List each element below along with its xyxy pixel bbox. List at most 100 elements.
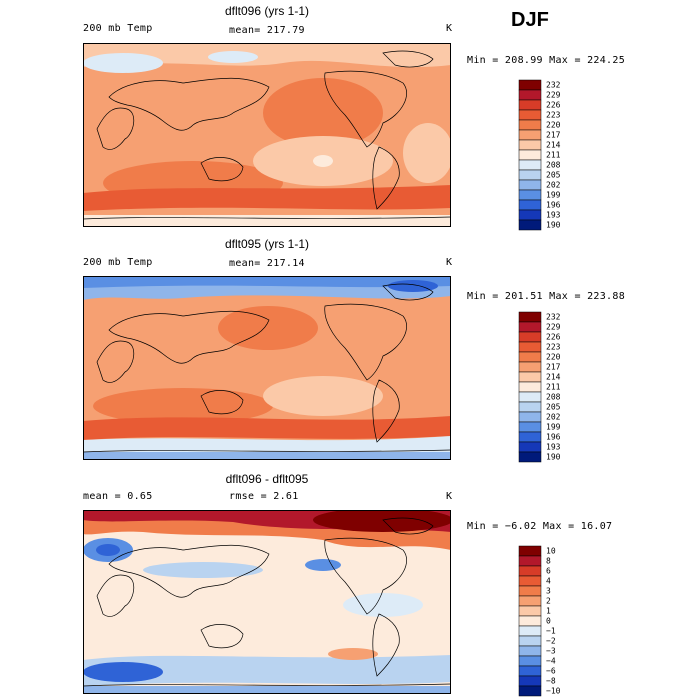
colorbar-swatch — [518, 401, 542, 413]
panel-2-units: K — [446, 257, 453, 268]
colorbar-swatch — [518, 391, 542, 403]
colorbar-tick-label: −3 — [546, 647, 556, 656]
colorbar-tick-label: 205 — [546, 171, 561, 180]
colorbar-tick-label: 217 — [546, 131, 561, 140]
coastline — [324, 537, 407, 615]
colorbar-swatch — [518, 149, 542, 161]
colorbar-tick-label: 214 — [546, 373, 561, 382]
colorbar-tick-label: 196 — [546, 201, 561, 210]
panel-2-mean: mean= 217.14 — [229, 258, 305, 269]
colorbar-tick-label: 205 — [546, 403, 561, 412]
colorbar-swatch — [518, 119, 542, 131]
colorbar-swatch — [518, 351, 542, 363]
panel-2-map — [83, 276, 451, 460]
colorbar-tick-label: 0 — [546, 617, 551, 626]
season-label: DJF — [511, 9, 549, 31]
colorbar-tick-label: 214 — [546, 141, 561, 150]
colorbar-tick-label: 229 — [546, 323, 561, 332]
coastline — [324, 303, 407, 381]
coastline — [200, 624, 244, 649]
colorbar-tick-label: 1 — [546, 607, 551, 616]
coastline — [372, 379, 400, 443]
panel-3-units: K — [446, 491, 453, 502]
colorbar-tick-label: 6 — [546, 567, 551, 576]
panel-3-title: dflt096 - dflt095 — [225, 472, 309, 486]
coastline — [96, 574, 135, 617]
colorbar-swatch — [518, 179, 542, 191]
colorbar-swatch — [518, 79, 542, 91]
colorbar-tick-label: 220 — [546, 121, 561, 130]
colorbar-tick-label: 10 — [546, 547, 556, 556]
colorbar-tick-label: 3 — [546, 587, 551, 596]
panel-1-minmax: Min = 208.99 Max = 224.25 — [467, 55, 626, 66]
coastline — [108, 310, 270, 364]
colorbar-swatch — [518, 341, 542, 353]
coastline — [83, 216, 451, 220]
coastline — [83, 683, 451, 687]
colorbar-swatch — [518, 665, 542, 677]
coastline — [96, 340, 135, 383]
colorbar-tick-label: 8 — [546, 557, 551, 566]
colorbar-tick-label: 202 — [546, 413, 561, 422]
coastline — [200, 157, 244, 182]
colorbar-tick-label: 199 — [546, 191, 561, 200]
colorbar-swatch — [518, 209, 542, 221]
colorbar-tick-label: −2 — [546, 637, 556, 646]
panel-2-colorbar: 2322292262232202172142112082052021991961… — [518, 311, 561, 463]
colorbar-swatch — [518, 605, 542, 617]
colorbar-tick-label: 211 — [546, 383, 561, 392]
coastline — [108, 544, 270, 598]
colorbar-tick-label: 190 — [546, 453, 561, 462]
coastline — [96, 107, 135, 150]
colorbar-swatch — [518, 219, 542, 231]
coastline — [372, 146, 400, 210]
colorbar-tick-label: 4 — [546, 577, 551, 586]
colorbar-tick-label: 193 — [546, 443, 561, 452]
colorbar-tick-label: 223 — [546, 111, 561, 120]
colorbar-swatch — [518, 451, 542, 463]
panel-1-units: K — [446, 23, 453, 34]
colorbar-tick-label: 208 — [546, 393, 561, 402]
colorbar-swatch — [518, 139, 542, 151]
colorbar-tick-label: −8 — [546, 677, 556, 686]
panel-3-map — [83, 510, 451, 694]
colorbar-swatch — [518, 595, 542, 607]
colorbar-tick-label: 226 — [546, 333, 561, 342]
coastline — [372, 613, 400, 677]
panel-1-variable-label: 200 mb Temp — [83, 23, 153, 34]
colorbar-swatch — [518, 645, 542, 657]
colorbar-swatch — [518, 371, 542, 383]
coastline — [382, 50, 434, 68]
colorbar-swatch — [518, 441, 542, 453]
coastline — [83, 449, 451, 453]
colorbar-swatch — [518, 615, 542, 627]
colorbar-tick-label: −6 — [546, 667, 556, 676]
colorbar-tick-label: 223 — [546, 343, 561, 352]
colorbar-swatch — [518, 109, 542, 121]
colorbar-swatch — [518, 675, 542, 687]
colorbar-tick-label: 226 — [546, 101, 561, 110]
coastline — [382, 517, 434, 535]
colorbar-swatch — [518, 311, 542, 323]
panel-1-title: dflt096 (yrs 1-1) — [224, 4, 310, 18]
colorbar-tick-label: −4 — [546, 657, 556, 666]
colorbar-swatch — [518, 635, 542, 647]
colorbar-tick-label: 202 — [546, 181, 561, 190]
coastline — [108, 77, 270, 131]
colorbar-tick-label: 2 — [546, 597, 551, 606]
panel-2-minmax: Min = 201.51 Max = 223.88 — [467, 291, 626, 302]
colorbar-tick-label: 208 — [546, 161, 561, 170]
colorbar-tick-label: 232 — [546, 313, 561, 322]
coastline — [382, 283, 434, 301]
colorbar-swatch — [518, 99, 542, 111]
colorbar-swatch — [518, 129, 542, 141]
colorbar-swatch — [518, 411, 542, 423]
panel-3-mean: mean = 0.65 — [83, 491, 153, 502]
colorbar-tick-label: −10 — [546, 687, 561, 696]
colorbar-swatch — [518, 655, 542, 667]
coastline — [200, 390, 244, 415]
colorbar-swatch — [518, 89, 542, 101]
colorbar-tick-label: 211 — [546, 151, 561, 160]
colorbar-swatch — [518, 431, 542, 443]
